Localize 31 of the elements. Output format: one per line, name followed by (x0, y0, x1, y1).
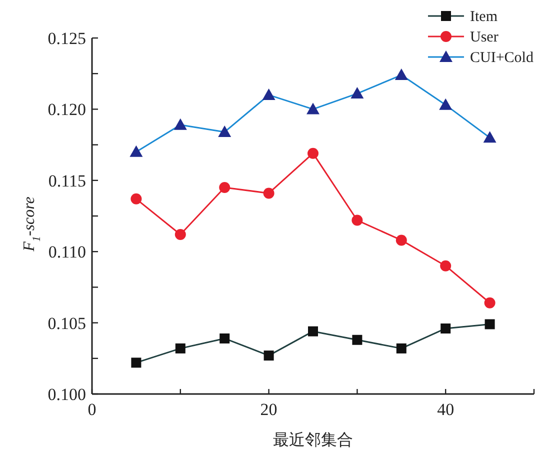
y-tick-label: 0.115 (48, 171, 86, 190)
x-tick-label: 40 (437, 400, 454, 419)
point (219, 182, 230, 194)
point (308, 326, 318, 336)
y-tick-label: 0.100 (48, 385, 86, 404)
x-axis-title: 最近邻集合 (273, 431, 353, 449)
point (131, 358, 142, 368)
x-tick-label: 20 (260, 400, 278, 419)
legend-label: CUI+Cold (470, 50, 534, 66)
point (440, 260, 452, 272)
point (396, 343, 406, 354)
point (440, 323, 451, 334)
point (352, 214, 363, 226)
legend-label: Item (470, 9, 498, 25)
y-tick-label: 0.120 (48, 100, 86, 120)
point (174, 229, 186, 240)
point (484, 297, 496, 308)
x-tick-label: 0 (88, 400, 96, 419)
legend-label: User (470, 30, 498, 46)
point (264, 350, 274, 361)
point (263, 188, 274, 199)
point (130, 193, 142, 204)
y-tick-label: 0.110 (48, 242, 86, 262)
point (220, 333, 230, 344)
y-tick-label: 0.105 (48, 314, 86, 333)
point (175, 343, 186, 354)
point (308, 148, 318, 159)
y-tick-label: 0.125 (48, 29, 86, 48)
point (352, 334, 362, 345)
point (396, 234, 407, 246)
point (484, 319, 495, 330)
